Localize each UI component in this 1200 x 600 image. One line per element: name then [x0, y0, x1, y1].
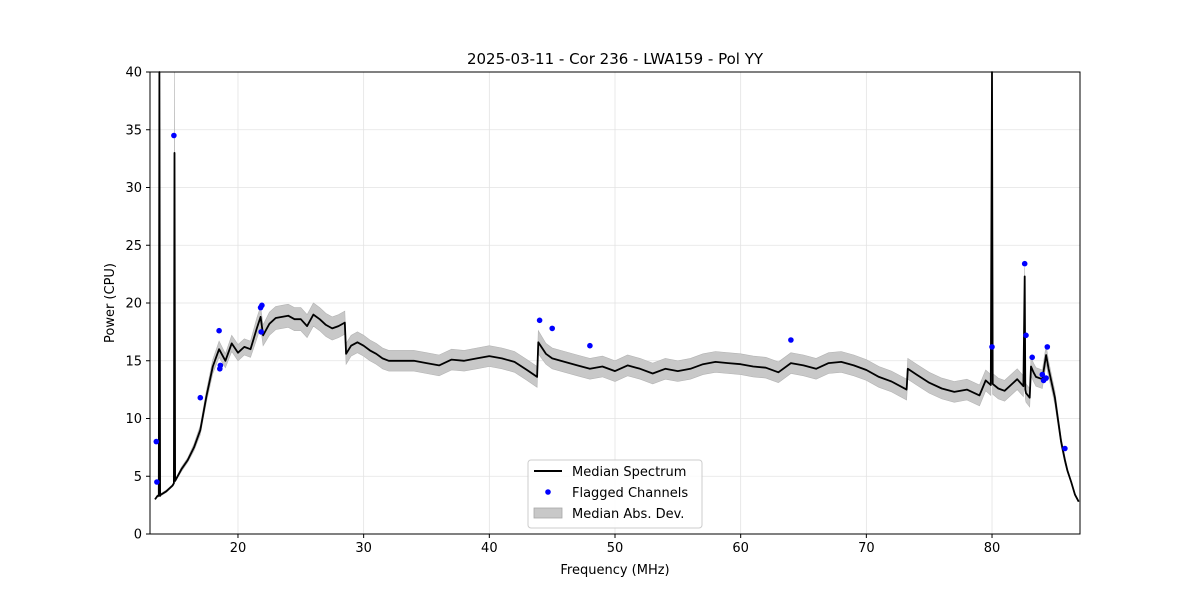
- x-axis-ticks: 20 30 40 50 60 70 80: [230, 534, 1001, 556]
- legend-label-mad: Median Abs. Dev.: [572, 507, 684, 522]
- flagged-channels: [153, 132, 1068, 485]
- flagged-channel-point: [1023, 332, 1029, 339]
- flagged-channel-point: [536, 317, 543, 324]
- flagged-channel-point: [549, 325, 555, 332]
- flagged-channel-point: [788, 337, 794, 343]
- flagged-channel-point: [258, 329, 265, 335]
- flagged-channel-point: [1021, 260, 1028, 267]
- legend: Median Spectrum Flagged Channels Median …: [527, 459, 703, 529]
- y-tick-label: 0: [134, 528, 142, 543]
- flagged-channel-point: [171, 132, 177, 139]
- y-tick-label: 5: [134, 470, 142, 485]
- chart-title: 2025-03-11 - Cor 236 - LWA159 - Pol YY: [467, 50, 764, 68]
- x-tick-label: 50: [607, 541, 624, 556]
- y-tick-label: 40: [125, 66, 142, 81]
- flagged-channel-point: [153, 438, 160, 445]
- y-tick-label: 10: [125, 412, 142, 427]
- median-spectrum: [154, 71, 1080, 503]
- flagged-channel-point: [217, 362, 224, 369]
- y-axis-ticks: 0 5 10 15 20 25 30 35 40: [125, 66, 150, 543]
- flagged-channel-point: [1029, 354, 1035, 361]
- y-tick-label: 30: [125, 181, 142, 196]
- x-axis-label: Frequency (MHz): [560, 563, 669, 578]
- flagged-channel-point: [197, 394, 204, 401]
- y-tick-label: 35: [125, 123, 142, 138]
- y-tick-label: 25: [125, 239, 142, 254]
- y-tick-label: 20: [125, 297, 142, 312]
- flagged-channel-point: [1044, 344, 1051, 350]
- flagged-channel-point: [587, 342, 593, 349]
- flagged-channel-point: [989, 344, 995, 350]
- flagged-channel-point: [259, 302, 265, 309]
- flagged-channel-point: [216, 327, 222, 334]
- x-tick-label: 20: [230, 541, 247, 556]
- flagged-channel-point: [1039, 371, 1046, 378]
- x-tick-label: 30: [355, 541, 372, 556]
- median-spectrum-line: [154, 71, 1080, 503]
- flagged-channel-point: [1043, 375, 1049, 381]
- legend-dot-swatch: [545, 489, 551, 495]
- x-tick-label: 60: [732, 541, 749, 556]
- x-tick-label: 40: [481, 541, 498, 556]
- legend-label-median-spectrum: Median Spectrum: [572, 465, 686, 480]
- flagged-channel-point: [1062, 445, 1068, 452]
- flagged-channel-point: [154, 479, 160, 485]
- legend-box: [527, 459, 703, 529]
- y-axis-label: Power (CPU): [103, 263, 118, 343]
- legend-label-flagged-channels: Flagged Channels: [572, 486, 688, 501]
- legend-band-swatch: [533, 507, 563, 519]
- y-tick-label: 15: [125, 354, 142, 369]
- x-tick-label: 80: [984, 541, 1001, 556]
- x-tick-label: 70: [858, 541, 875, 556]
